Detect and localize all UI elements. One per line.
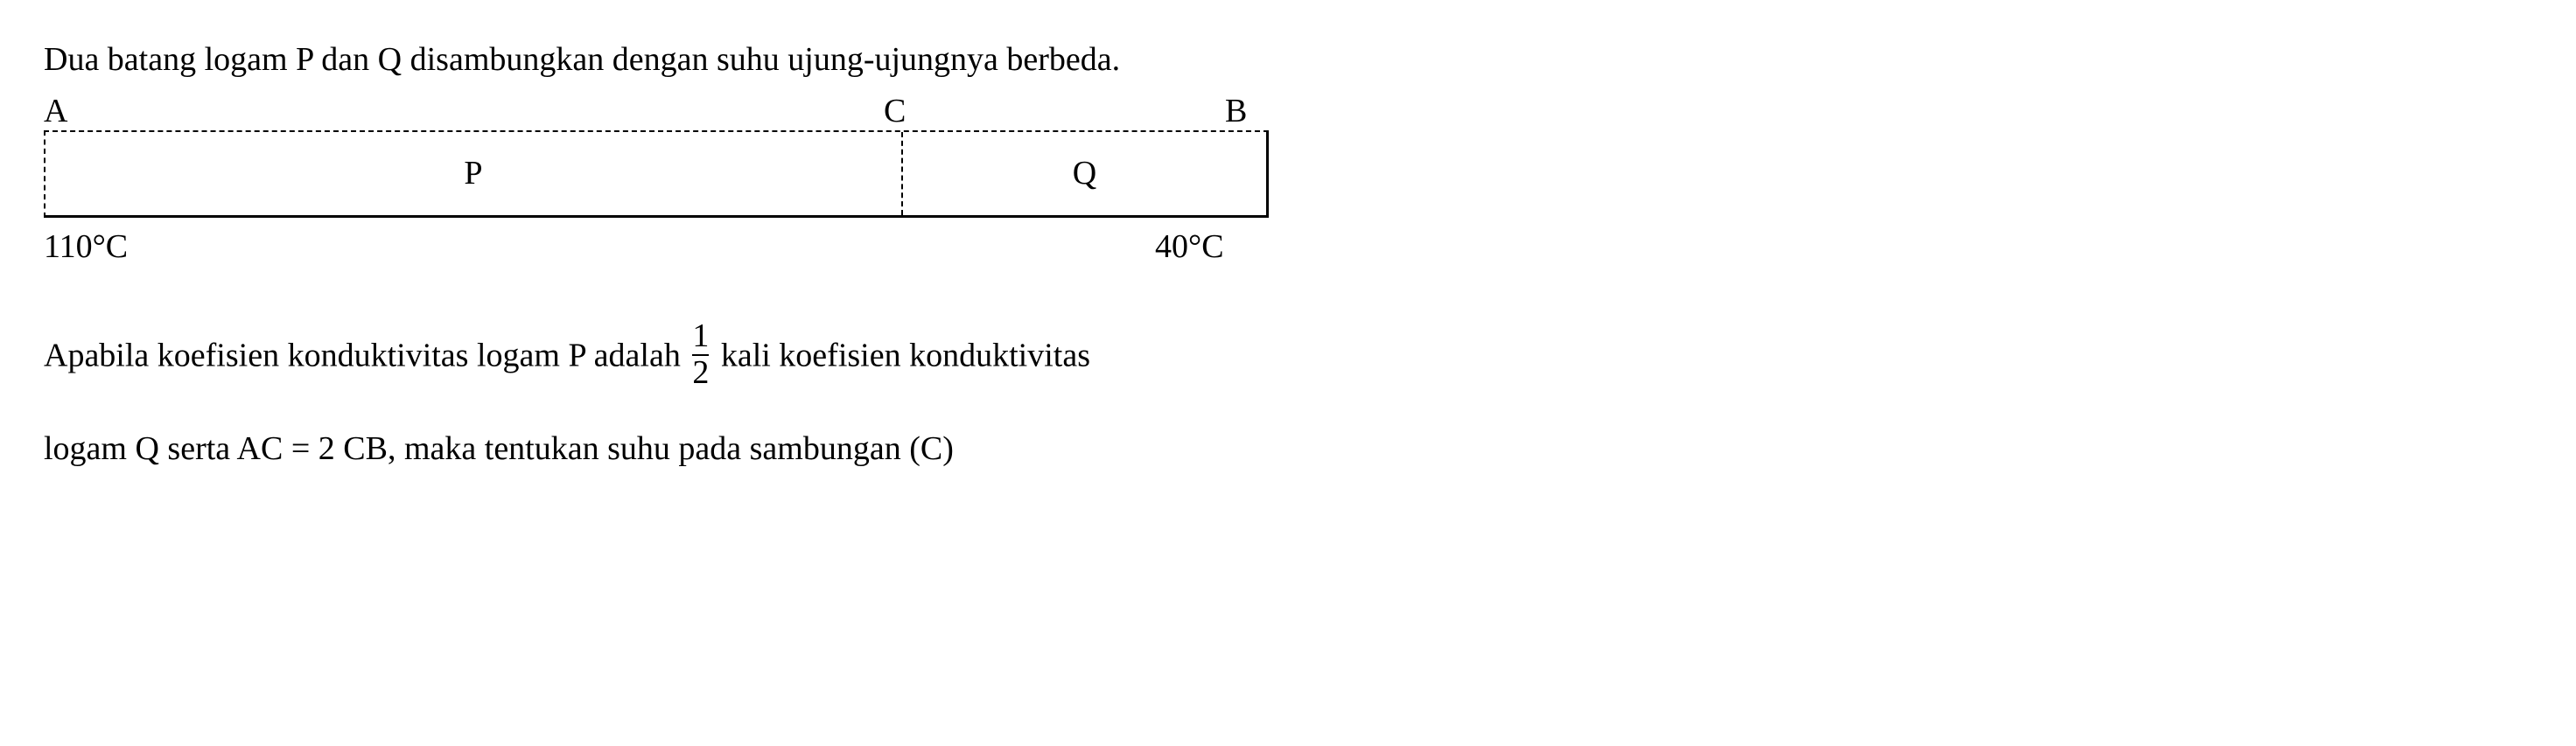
rod-label-q: Q: [1073, 149, 1096, 199]
rod-label-p: P: [464, 149, 482, 199]
fraction-denominator: 2: [692, 354, 709, 391]
temp-right: 40°C: [1155, 222, 1224, 272]
point-label-c: C: [884, 87, 906, 136]
fraction-numerator: 1: [692, 319, 709, 354]
problem-line-2b: kali koefisien konduktivitas: [721, 338, 1090, 374]
problem-line-3: logam Q serta AC = 2 CB, maka tentukan s…: [44, 424, 2532, 474]
rods-diagram: A C B P Q 110°C 40°C: [44, 87, 1269, 314]
fraction-half: 1 2: [692, 319, 709, 391]
point-label-b: B: [1225, 87, 1247, 136]
rod-segment-p: P: [46, 132, 903, 215]
rod-segment-q: Q: [903, 132, 1266, 215]
point-label-a: A: [44, 87, 67, 136]
rod-bar: P Q: [44, 130, 1269, 218]
problem-line-1: Dua batang logam P dan Q disambungkan de…: [44, 35, 2532, 85]
problem-line-2: Apabila koefisien konduktivitas logam P …: [44, 323, 2532, 394]
problem-line-2a: Apabila koefisien konduktivitas logam P …: [44, 338, 681, 374]
temp-left: 110°C: [44, 222, 128, 272]
